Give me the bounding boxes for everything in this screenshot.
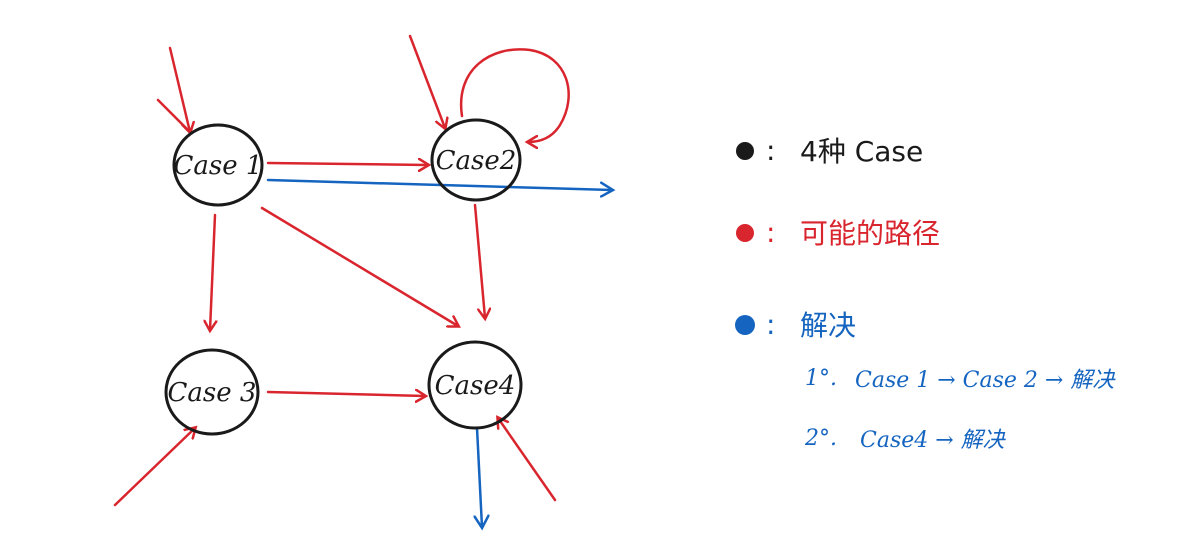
legend-solve-item-2-num: 2°. bbox=[804, 426, 837, 451]
node-case3: Case 3 bbox=[166, 350, 258, 434]
edge-case1-case4 bbox=[262, 208, 458, 326]
legend-separator: : bbox=[766, 134, 775, 167]
legend-separator: : bbox=[766, 216, 775, 249]
node-label-case2: Case2 bbox=[436, 146, 517, 176]
edge-case1-case2 bbox=[268, 163, 428, 165]
legend-cases: : 4种 Case bbox=[736, 134, 923, 168]
legend-solve: : 解决 1°. Case 1 → Case 2 → 解决 2°. Case4 … bbox=[735, 308, 1116, 453]
edge-in-case2 bbox=[410, 36, 445, 128]
edge-self-loop-case2 bbox=[461, 49, 569, 142]
legend-cases-label: 4种 Case bbox=[800, 135, 923, 168]
edge-in-case4 bbox=[498, 418, 555, 500]
legend-dot-red bbox=[736, 224, 754, 242]
legend-paths: : 可能的路径 bbox=[736, 216, 940, 250]
path-edges bbox=[115, 36, 569, 505]
legend-dot-blue bbox=[735, 315, 755, 335]
edge-case1-case3 bbox=[210, 215, 215, 330]
legend-dot-black bbox=[736, 142, 754, 160]
legend: : 4种 Case : 可能的路径 : 解决 1°. Case 1 → Case… bbox=[735, 134, 1116, 453]
node-label-case4: Case4 bbox=[435, 371, 516, 401]
legend-solve-item-1-num: 1°. bbox=[805, 366, 837, 391]
edge-in-case1 bbox=[170, 48, 190, 132]
node-label-case1: Case 1 bbox=[174, 151, 263, 181]
node-label-case3: Case 3 bbox=[168, 378, 257, 408]
legend-solve-item-1: Case 1 → Case 2 → 解决 bbox=[855, 368, 1116, 393]
edge-case3-case4 bbox=[268, 392, 425, 396]
node-case4: Case4 bbox=[429, 342, 521, 428]
legend-separator: : bbox=[766, 308, 775, 341]
legend-solve-label: 解决 bbox=[800, 309, 856, 342]
node-case1: Case 1 bbox=[174, 125, 263, 205]
solve-edges bbox=[268, 180, 612, 527]
edge-in-case3 bbox=[115, 428, 195, 505]
node-case2: Case2 bbox=[432, 120, 520, 200]
edge-case2-case4 bbox=[475, 205, 485, 318]
legend-solve-item-2: Case4 → 解决 bbox=[860, 428, 1007, 453]
edge-case4-solve bbox=[477, 428, 482, 527]
legend-paths-label: 可能的路径 bbox=[800, 217, 940, 250]
